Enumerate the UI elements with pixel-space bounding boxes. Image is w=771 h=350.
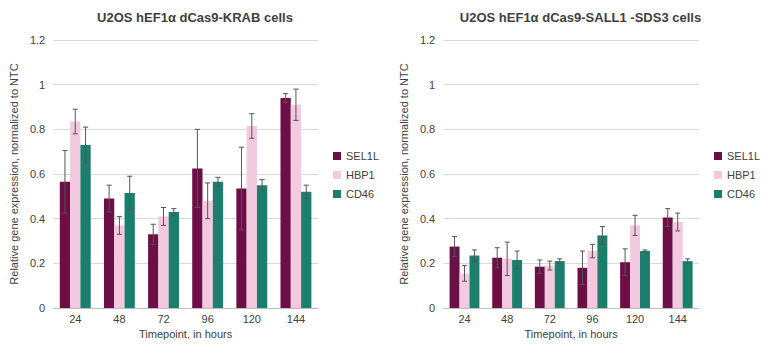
svg-text:Timepoint, in hours: Timepoint, in hours (525, 328, 619, 340)
svg-text:120: 120 (626, 313, 644, 325)
svg-text:1: 1 (39, 79, 45, 91)
svg-text:0.2: 0.2 (30, 257, 45, 269)
svg-text:Timepoint, in hours: Timepoint, in hours (139, 328, 233, 340)
svg-text:HBP1: HBP1 (727, 169, 756, 181)
svg-text:120: 120 (243, 313, 261, 325)
svg-text:0.6: 0.6 (420, 168, 435, 180)
svg-text:U2OS hEF1α dCas9-KRAB cells: U2OS hEF1α dCas9-KRAB cells (97, 10, 293, 25)
svg-text:0.2: 0.2 (420, 257, 435, 269)
svg-text:Relative gene expression, norm: Relative gene expression, normalized to … (398, 63, 410, 284)
svg-text:144: 144 (287, 313, 305, 325)
svg-text:72: 72 (157, 313, 169, 325)
svg-text:SEL1L: SEL1L (346, 150, 379, 162)
svg-text:0.4: 0.4 (420, 213, 435, 225)
svg-text:0.8: 0.8 (30, 123, 45, 135)
svg-text:48: 48 (501, 313, 513, 325)
svg-text:0.8: 0.8 (420, 123, 435, 135)
svg-text:24: 24 (69, 313, 81, 325)
svg-text:1.2: 1.2 (30, 34, 45, 46)
svg-text:144: 144 (669, 313, 687, 325)
svg-text:0: 0 (429, 302, 435, 314)
svg-text:0: 0 (39, 302, 45, 314)
svg-text:96: 96 (586, 313, 598, 325)
svg-text:CD46: CD46 (346, 188, 374, 200)
svg-text:48: 48 (113, 313, 125, 325)
svg-text:72: 72 (544, 313, 556, 325)
svg-text:U2OS hEF1α dCas9-SALL1 -SDS3 c: U2OS hEF1α dCas9-SALL1 -SDS3 cells (460, 10, 701, 25)
svg-text:24: 24 (458, 313, 470, 325)
svg-text:0.4: 0.4 (30, 213, 45, 225)
svg-text:1: 1 (429, 79, 435, 91)
svg-text:96: 96 (202, 313, 214, 325)
svg-text:HBP1: HBP1 (346, 169, 375, 181)
svg-text:0.6: 0.6 (30, 168, 45, 180)
svg-text:1.2: 1.2 (420, 34, 435, 46)
svg-text:SEL1L: SEL1L (727, 150, 760, 162)
svg-text:CD46: CD46 (727, 188, 755, 200)
svg-text:Relative gene expression, norm: Relative gene expression, normalized to … (8, 63, 20, 284)
